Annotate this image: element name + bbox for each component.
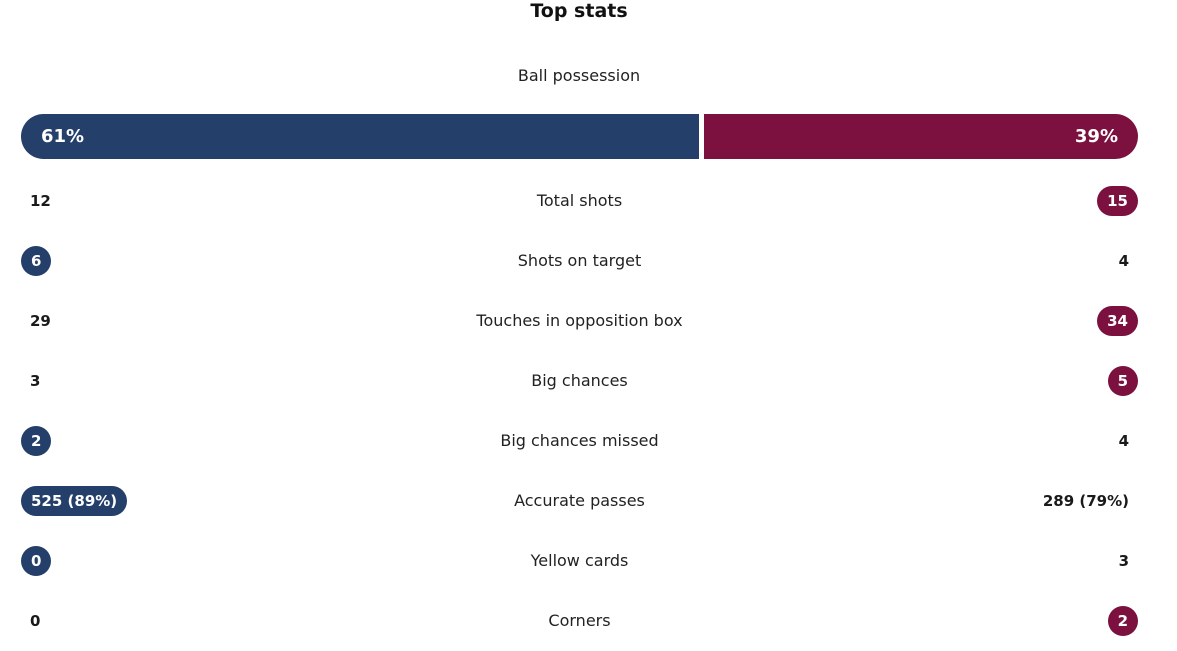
stat-row-corners: Corners 0 2 xyxy=(21,591,1138,651)
stat-label: Yellow cards xyxy=(530,551,629,570)
stat-label: Touches in opposition box xyxy=(476,311,683,330)
stat-row-big-chances-missed: Big chances missed 2 4 xyxy=(21,411,1138,471)
stat-row-yellow-cards: Yellow cards 0 3 xyxy=(21,531,1138,591)
stats-list: Total shots 12 15 Shots on target 6 4 To… xyxy=(21,171,1138,651)
stat-away-value: 2 xyxy=(1107,606,1138,636)
stat-away-value: 34 xyxy=(1097,306,1138,336)
stat-label: Big chances xyxy=(531,371,628,390)
stat-away-value: 289 (79%) xyxy=(1042,492,1129,510)
stat-away-value: 5 xyxy=(1107,366,1138,396)
stat-home-value: 0 xyxy=(21,546,52,576)
possession-home-value: 61% xyxy=(41,126,85,147)
stat-home-value: 12 xyxy=(30,192,51,210)
possession-label: Ball possession xyxy=(517,66,641,85)
stat-home-value: 3 xyxy=(30,372,41,390)
stat-label: Shots on target xyxy=(517,251,642,270)
stat-label: Big chances missed xyxy=(500,431,659,450)
stat-label: Accurate passes xyxy=(514,491,645,510)
stat-home-value: 2 xyxy=(21,426,52,456)
stat-away-value: 3 xyxy=(1118,552,1129,570)
stat-row-accurate-passes: Accurate passes 525 (89%) 289 (79%) xyxy=(21,471,1138,531)
stat-row-total-shots: Total shots 12 15 xyxy=(21,171,1138,231)
stat-away-value: 15 xyxy=(1097,186,1138,216)
stat-label: Corners xyxy=(548,611,611,630)
stat-home-value: 29 xyxy=(30,312,51,330)
stat-away-value: 4 xyxy=(1118,432,1129,450)
possession-away-value: 39% xyxy=(1074,126,1118,147)
possession-bar: 61% 39% xyxy=(21,114,1138,159)
possession-away-segment: 39% xyxy=(704,114,1138,159)
stat-away-value: 4 xyxy=(1118,252,1129,270)
stat-row-shots-on-target: Shots on target 6 4 xyxy=(21,231,1138,291)
stat-label: Total shots xyxy=(536,191,623,210)
stat-home-value: 525 (89%) xyxy=(21,486,128,516)
stat-row-big-chances: Big chances 3 5 xyxy=(21,351,1138,411)
stat-home-value: 6 xyxy=(21,246,52,276)
possession-home-segment: 61% xyxy=(21,114,699,159)
stat-home-value: 0 xyxy=(30,612,41,630)
section-title: Top stats xyxy=(530,0,628,22)
stat-row-touches-in-opposition-box: Touches in opposition box 29 34 xyxy=(21,291,1138,351)
